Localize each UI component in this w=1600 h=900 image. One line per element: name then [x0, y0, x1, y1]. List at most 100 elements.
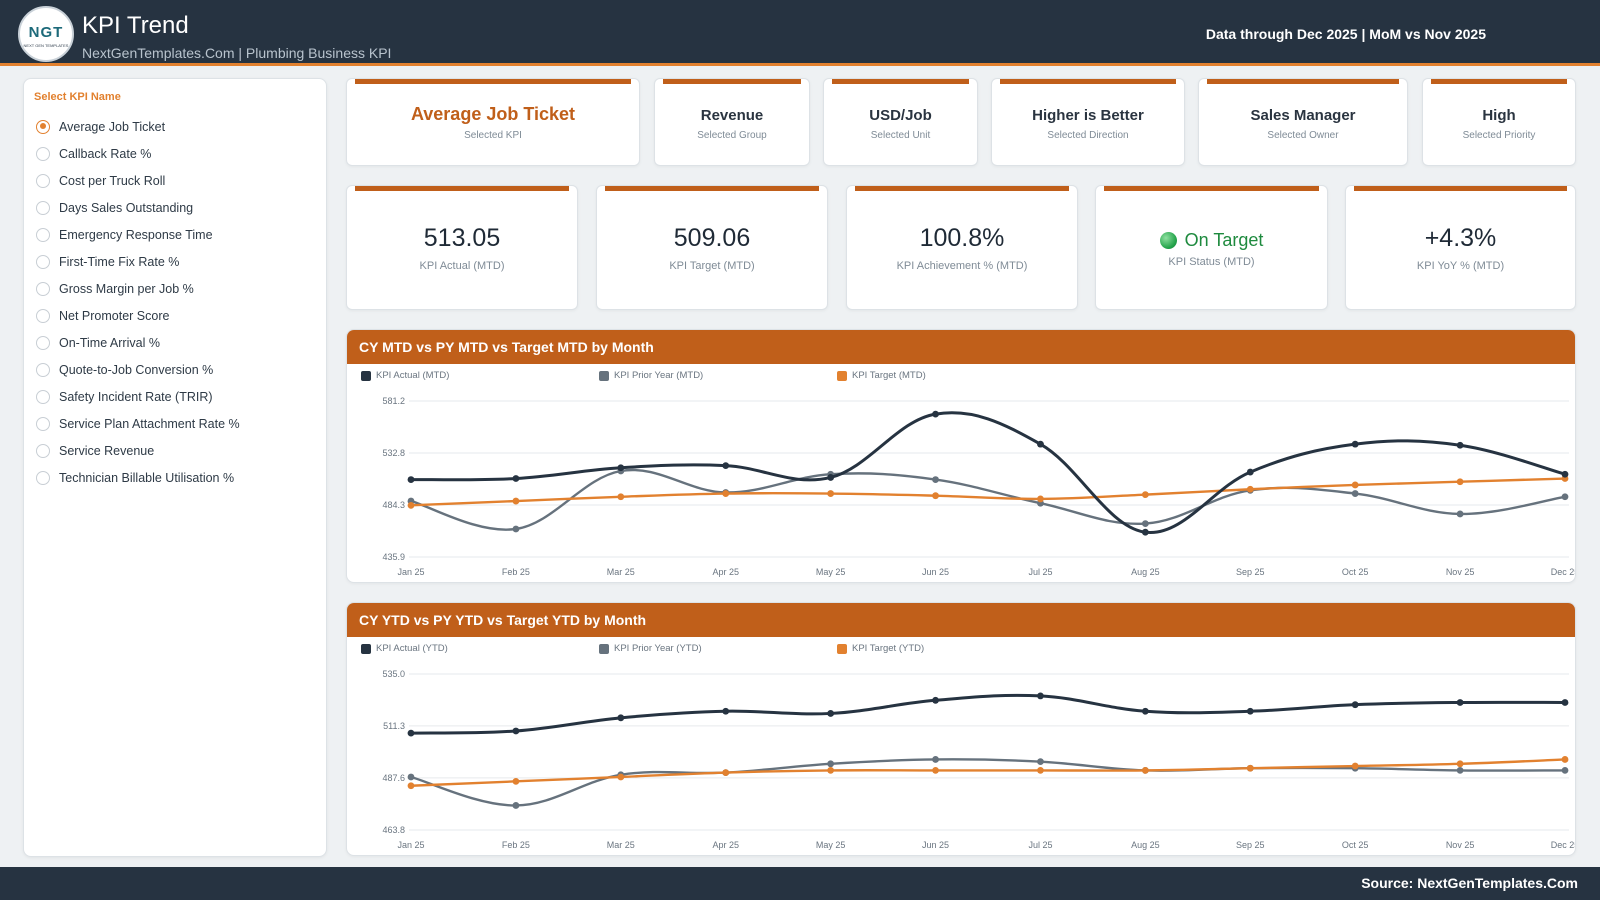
x-axis-tick-label: Nov 25 — [1446, 840, 1475, 850]
kpi-radio-button[interactable] — [36, 119, 50, 134]
data-point — [407, 501, 415, 509]
kpi-radio-button[interactable] — [36, 308, 50, 323]
kpi-radio-button[interactable] — [36, 470, 50, 485]
card-accent-bar — [355, 79, 631, 84]
data-point — [1456, 699, 1464, 706]
kpi-radio-button[interactable] — [36, 335, 50, 350]
legend-item-target: KPI Target (MTD) — [837, 370, 926, 381]
x-axis-tick-label: Dec 25 — [1551, 840, 1576, 850]
x-axis-tick-label: Jul 25 — [1028, 567, 1052, 577]
x-axis-tick-label: May 25 — [816, 567, 846, 577]
card-accent-bar — [355, 186, 569, 191]
kpi-option-label: Service Plan Attachment Rate % — [59, 416, 240, 431]
kpi-radio-button[interactable] — [36, 416, 50, 431]
kpi-radio-button[interactable] — [36, 200, 50, 215]
data-point — [827, 710, 835, 717]
legend-label-target: KPI Target (YTD) — [852, 643, 925, 654]
kpi-radio-button[interactable] — [36, 281, 50, 296]
selected-direction-label: Selected Direction — [1047, 130, 1129, 141]
kpi-radio-button[interactable] — [36, 146, 50, 161]
kpi-radio-button[interactable] — [36, 443, 50, 458]
page-subtitle: NextGenTemplates.Com | Plumbing Business… — [82, 45, 392, 61]
status-indicator-icon — [1159, 232, 1177, 249]
x-axis-tick-label: Dec 25 — [1551, 567, 1576, 577]
kpi-actual-value: 513.05 — [423, 224, 501, 252]
kpi-option-label: Callback Rate % — [59, 146, 152, 161]
kpi-option[interactable]: Safety Incident Rate (TRIR) — [36, 383, 240, 410]
kpi-option[interactable]: Cost per Truck Roll — [36, 167, 240, 194]
kpi-option[interactable]: Gross Margin per Job % — [36, 275, 240, 302]
card-accent-bar — [663, 79, 801, 84]
legend-label-actual: KPI Actual (YTD) — [376, 643, 448, 654]
kpi-option-label: Safety Incident Rate (TRIR) — [59, 389, 213, 404]
kpi-option[interactable]: Emergency Response Time — [36, 221, 240, 248]
card-accent-bar — [1354, 186, 1567, 191]
legend-swatch-prior-year — [599, 643, 609, 654]
selected-kpi-label: Selected KPI — [464, 130, 522, 141]
kpi-option[interactable]: Days Sales Outstanding — [36, 194, 240, 221]
kpi-option-label: Average Job Ticket — [59, 119, 166, 134]
kpi-option-label: Technician Billable Utilisation % — [59, 470, 235, 485]
data-point — [1561, 493, 1569, 501]
x-axis-tick-label: Jun 25 — [922, 567, 949, 577]
kpi-option-label: Quote-to-Job Conversion % — [59, 362, 214, 377]
kpi-status-label: KPI Status (MTD) — [1168, 256, 1255, 268]
kpi-target-value: 509.06 — [673, 224, 751, 252]
kpi-option[interactable]: Callback Rate % — [36, 140, 240, 167]
series-line-actual — [410, 411, 1566, 534]
kpi-target-card: 509.06 KPI Target (MTD) — [596, 185, 828, 310]
x-axis-tick-label: Jan 25 — [397, 840, 424, 850]
legend-label-prior-year: KPI Prior Year (YTD) — [614, 643, 702, 654]
kpi-radio-button[interactable] — [36, 227, 50, 242]
card-accent-bar — [832, 79, 969, 84]
data-point — [827, 767, 835, 774]
kpi-option[interactable]: Service Plan Attachment Rate % — [36, 410, 240, 437]
kpi-option[interactable]: Net Promoter Score — [36, 302, 240, 329]
x-axis-tick-label: Apr 25 — [712, 567, 739, 577]
kpi-option-label: Net Promoter Score — [59, 308, 170, 323]
data-point — [617, 493, 625, 501]
selected-direction-value: Higher is Better — [1032, 107, 1144, 124]
kpi-option[interactable]: Service Revenue — [36, 437, 240, 464]
x-axis-tick-label: Oct 25 — [1342, 840, 1369, 850]
kpi-option[interactable]: Average Job Ticket — [36, 113, 240, 140]
x-axis-tick-label: Aug 25 — [1131, 567, 1160, 577]
kpi-option[interactable]: Quote-to-Job Conversion % — [36, 356, 240, 383]
kpi-option-label: First-Time Fix Rate % — [59, 254, 180, 269]
data-point — [1037, 495, 1044, 503]
data-point — [512, 777, 520, 785]
data-point — [1037, 692, 1044, 700]
kpi-radio-button[interactable] — [36, 254, 50, 269]
card-accent-bar — [605, 186, 819, 191]
kpi-option-label: Emergency Response Time — [59, 227, 213, 242]
data-point — [932, 410, 939, 418]
data-point — [1561, 767, 1569, 774]
selected-unit-value: USD/Job — [869, 107, 932, 124]
legend-item-target: KPI Target (YTD) — [837, 643, 924, 654]
data-point — [827, 760, 835, 768]
kpi-option[interactable]: On-Time Arrival % — [36, 329, 240, 356]
y-axis-tick-label: 535.0 — [382, 669, 405, 679]
kpi-option-label: Days Sales Outstanding — [59, 200, 194, 215]
data-point — [407, 729, 415, 737]
x-axis-tick-label: Jul 25 — [1028, 840, 1052, 850]
kpi-option[interactable]: Technician Billable Utilisation % — [36, 464, 240, 491]
data-point — [932, 476, 939, 483]
legend-swatch-target — [837, 370, 847, 381]
data-point — [1561, 756, 1569, 763]
y-axis-tick-label: 435.9 — [382, 552, 405, 562]
card-accent-bar — [1207, 79, 1399, 84]
kpi-radio-button[interactable] — [36, 362, 50, 377]
footer-source: Source: NextGenTemplates.Com — [1361, 875, 1578, 891]
selected-priority-value: High — [1482, 107, 1516, 124]
data-point — [1561, 470, 1569, 478]
legend-swatch-target — [837, 643, 847, 654]
selected-unit-card: USD/Job Selected Unit — [823, 78, 978, 166]
kpi-achievement-label: KPI Achievement % (MTD) — [896, 260, 1028, 272]
kpi-radio-button[interactable] — [36, 389, 50, 404]
data-point — [827, 490, 835, 497]
kpi-radio-button[interactable] — [36, 173, 50, 188]
app-header: NGT NEXT GEN TEMPLATES KPI Trend NextGen… — [0, 0, 1600, 66]
data-through-label: Data through Dec 2025 | MoM vs Nov 2025 — [1205, 26, 1486, 42]
kpi-option[interactable]: First-Time Fix Rate % — [36, 248, 240, 275]
